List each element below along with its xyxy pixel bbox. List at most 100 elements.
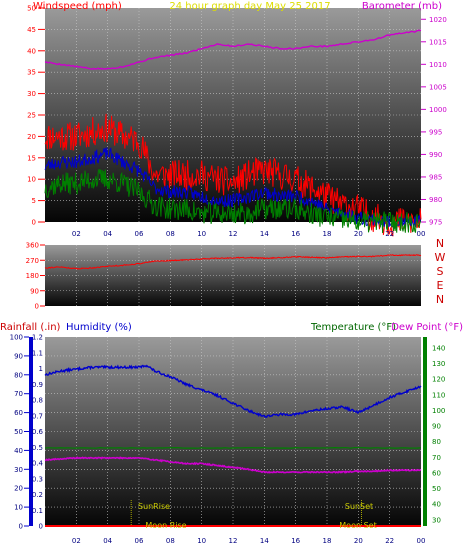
time-tick-label: 00	[417, 230, 426, 238]
temperature-axis-label: Temperature (°F)	[310, 322, 396, 333]
time-tick-label: 02	[72, 230, 81, 238]
windspeed-tick-label: 15	[27, 154, 36, 162]
windspeed-tick-label: 40	[27, 47, 36, 55]
chart-title: 24 hour graph day May 25 2017	[169, 1, 330, 12]
humidity-line	[44, 364, 422, 419]
temperature-tick-label: 130	[432, 360, 445, 368]
time-tick-label: 18	[323, 230, 332, 238]
direction-tick-label: 90	[30, 287, 39, 295]
rainfall-tick-label: 1.1	[32, 349, 43, 357]
barometer-tick-label: 975	[429, 219, 442, 227]
barometer-tick-label: 1010	[429, 61, 447, 69]
humidity-tick-label: 10	[14, 504, 23, 512]
humidity-tick-label: 70	[14, 390, 23, 398]
humidity-tick-label: 60	[14, 409, 23, 417]
sunrise-label: SunRise	[138, 502, 170, 511]
temperature-tick-label: 80	[432, 438, 441, 446]
compass-label: N	[436, 293, 444, 306]
temperature-tick-label: 30	[432, 516, 441, 524]
barometer-tick-label: 1015	[429, 38, 447, 46]
rainfall-tick-label: 0.6	[32, 428, 44, 436]
compass-label: S	[437, 265, 444, 278]
time-tick-label: 22	[385, 230, 394, 238]
time-tick-label: 04	[103, 537, 112, 545]
windspeed-tick-label: 30	[27, 90, 36, 98]
sunset-label: SunSet	[345, 502, 373, 511]
temperature-tick-label: 110	[432, 391, 445, 399]
temperature-tick-label: 120	[432, 376, 445, 384]
wind-barometer-panel: 0510152025303540455097598098599099510001…	[27, 1, 447, 238]
windspeed-tick-label: 35	[27, 69, 36, 77]
temperature-axis-bar	[423, 337, 427, 526]
rainfall-tick-label: 0.1	[32, 507, 43, 515]
rainfall-tick-label: 0.5	[32, 444, 43, 452]
time-tick-label: 02	[72, 537, 81, 545]
time-tick-label: 06	[135, 537, 144, 545]
time-tick-label: 06	[135, 230, 144, 238]
windspeed-tick-label: 45	[27, 26, 36, 34]
moonrise-label: Moon Rise	[145, 521, 186, 530]
temperature-tick-label: 100	[432, 407, 445, 415]
rainfall-axis-label: Rainfall (.in)	[0, 322, 61, 333]
moonset-label: Moon Set	[339, 521, 376, 530]
time-tick-label: 10	[197, 230, 206, 238]
time-tick-label: 22	[385, 537, 394, 545]
direction-tick-label: 180	[26, 272, 39, 280]
humidity-tick-label: 50	[14, 428, 23, 436]
windspeed-tick-label: 0	[32, 219, 36, 227]
dewpoint-line	[44, 456, 422, 474]
windspeed-tick-label: 10	[27, 176, 36, 184]
direction-tick-label: 0	[35, 303, 39, 311]
barometer-axis-label: Barometer (mb)	[362, 1, 442, 12]
temperature-tick-label: 70	[432, 454, 441, 462]
time-tick-label: 08	[166, 537, 175, 545]
average-wind-line	[44, 147, 422, 229]
barometer-tick-label: 1000	[429, 106, 447, 114]
time-tick-label: 16	[291, 537, 300, 545]
humidity-axis-label: Humidity (%)	[66, 322, 132, 333]
rainfall-tick-label: 1	[39, 365, 43, 373]
plot-area	[45, 337, 421, 526]
time-tick-label: 14	[260, 230, 269, 238]
windspeed-tick-label: 20	[27, 133, 36, 141]
rainfall-tick-label: 0	[39, 523, 43, 531]
rainfall-tick-label: 0.2	[32, 491, 43, 499]
rainfall-tick-label: 0.8	[32, 397, 43, 405]
temperature-tick-label: 50	[432, 485, 441, 493]
barometer-tick-label: 995	[429, 128, 442, 136]
time-tick-label: 20	[354, 537, 363, 545]
humidity-tick-label: 30	[14, 466, 23, 474]
wind-direction-line	[44, 254, 422, 270]
barometer-tick-label: 990	[429, 151, 442, 159]
temperature-tick-label: 40	[432, 501, 441, 509]
time-tick-label: 00	[417, 537, 426, 545]
rainfall-axis-bar	[29, 337, 33, 526]
rainfall-tick-label: 0.9	[32, 381, 43, 389]
barometer-line	[44, 29, 422, 70]
windspeed-tick-label: 50	[27, 5, 36, 13]
windspeed-tick-label: 25	[27, 112, 36, 120]
compass-label: N	[436, 237, 444, 250]
rainfall-tick-label: 0.7	[32, 412, 43, 420]
rainfall-tick-label: 0.4	[32, 460, 44, 468]
dewpoint-axis-label: Dew Point (°F)	[391, 322, 463, 333]
direction-tick-label: 360	[26, 242, 39, 250]
barometer-tick-label: 985	[429, 173, 442, 181]
humidity-tick-label: 100	[10, 334, 23, 342]
humidity-tick-label: 80	[14, 371, 23, 379]
windspeed-tick-label: 5	[32, 197, 36, 205]
humidity-tick-label: 90	[14, 352, 23, 360]
time-tick-label: 08	[166, 230, 175, 238]
barometer-tick-label: 980	[429, 196, 442, 204]
direction-tick-label: 270	[26, 257, 39, 265]
time-tick-label: 12	[229, 537, 238, 545]
rainfall-tick-label: 1.2	[32, 334, 43, 342]
time-tick-label: 16	[291, 230, 300, 238]
compass-label: E	[437, 279, 444, 292]
rainfall-tick-label: 0.3	[32, 475, 43, 483]
time-tick-label: 12	[229, 230, 238, 238]
gust-wind-line	[44, 113, 422, 237]
barometer-tick-label: 1020	[429, 16, 447, 24]
